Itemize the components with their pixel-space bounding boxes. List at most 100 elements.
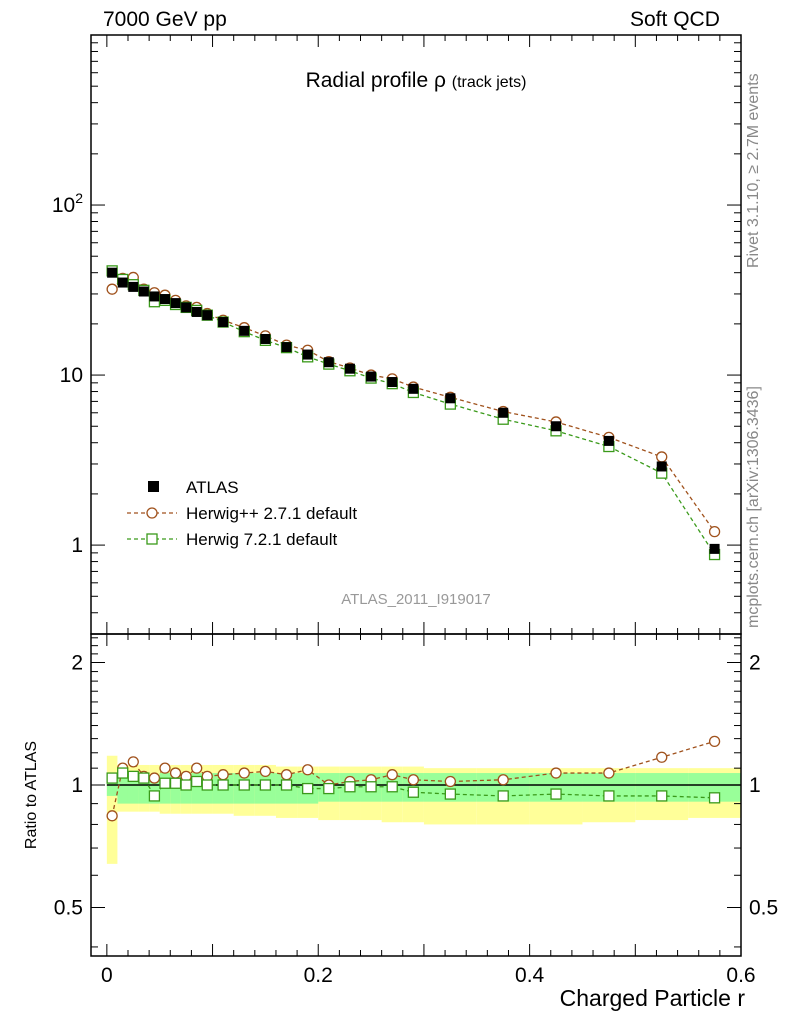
ratio-herwigpp-point [497,774,509,786]
ratio-herwig7-point [656,790,668,802]
ratio-herwig7-point [550,788,562,800]
main-data-point [323,357,334,368]
category-label: Soft QCD [630,8,720,31]
chart-title: Radial profile ρ (track jets) [306,69,527,92]
ratio-herwig7-point [302,782,314,795]
ratio-herwig7-point [407,786,420,798]
main-data-point [603,435,614,446]
ratio-herwigpp-point [656,751,668,763]
ratio-herwig7-point [497,790,509,802]
ratio-band-inner [149,774,161,804]
ratio-herwig7-point [138,772,150,784]
main-data-point [149,291,160,302]
main-data-point [656,461,667,472]
legend-label: Herwig 7.2.1 default [186,530,337,549]
ratio-herwigpp-point [238,767,250,779]
ratio-herwig7-point [344,781,356,793]
ratio-herwigpp-point [148,772,161,784]
ratio-herwig7-point [159,777,171,789]
ratio-herwigpp-point [127,756,139,768]
ratio-y-tick-label: 0.5 [54,896,83,919]
ratio-herwigpp-point [708,735,721,748]
main-data-point [191,306,202,317]
ratio-herwig7-point [148,790,161,802]
ratio-herwig7-point [280,779,293,791]
legend-herwig7-marker [146,533,158,545]
ratio-band-inner [127,774,140,804]
rivet-version-label: Rivet 3.1.10, ≥ 2.7M events [745,73,762,268]
ratio-herwigpp-point [302,764,314,776]
main-series-line [111,276,716,533]
ratio-herwig7-point [191,775,203,788]
ratio-band-outer [106,755,118,864]
main-data-point [709,543,720,554]
ratio-herwig7-point [169,777,182,789]
main-data-point [239,325,250,336]
ratio-band-inner [117,774,129,804]
ratio-herwigpp-point [386,769,398,781]
y-tick-label: 1 [71,534,83,557]
main-herwigpp-point [708,525,721,538]
main-data-point [344,363,355,374]
ratio-herwigpp-point [169,767,182,779]
main-data-point [202,310,213,321]
ratio-herwig7-point [217,779,229,791]
ratio-y-tick-label: 1 [71,774,83,797]
ratio-herwig7-point [127,770,139,783]
ratio-herwig7-point [365,781,377,793]
ratio-herwig7-point [444,788,456,800]
ratio-herwigpp-point [106,810,118,822]
ratio-y-tick-label: 2 [71,652,83,675]
ratio-herwig7-point [117,767,129,779]
main-data-point [128,281,139,292]
ratio-y-tick-label-right: 1 [749,774,761,797]
ratio-band-inner [138,774,150,804]
main-data-point [408,383,419,394]
source-label: mcplots.cern.ch [arXiv:1306.3436] [745,386,762,628]
ratio-plot-frame [90,633,742,957]
main-data-point [218,317,229,328]
legend-label: ATLAS [186,478,239,497]
main-data-point [117,277,128,288]
ratio-y-tick-label-right: 2 [749,652,761,675]
ratio-herwigpp-point [444,775,456,788]
main-data-point [138,286,149,297]
ratio-herwig7-point [323,782,335,795]
ratio-herwigpp-point [280,769,293,781]
main-data-point [302,349,313,360]
y-tick-label: 102 [52,190,83,217]
main-data-point [170,298,181,309]
x-axis-label: Charged Particle r [560,985,746,1011]
main-series-line [111,270,716,555]
x-tick-label: 0 [101,964,113,987]
main-data-point [260,333,271,344]
main-herwigpp-point [106,283,118,295]
x-tick-label: 0.6 [726,964,755,987]
y-tick-label: 10 [60,364,83,387]
ratio-herwigpp-point [259,765,272,778]
ratio-herwigpp-point [550,767,562,779]
ratio-herwigpp-point [217,769,229,781]
legend-label: Herwig++ 2.7.1 default [186,504,357,523]
main-data-point [159,294,170,305]
energy-label: 7000 GeV pp [103,8,227,31]
ratio-herwigpp-point [191,762,203,774]
ratio-y-axis-label: Ratio to ATLAS [23,741,40,849]
main-data-point [498,407,509,418]
main-data-point [107,267,118,278]
ratio-herwig7-point [603,790,615,802]
ratio-herwig7-point [180,779,192,791]
ratio-herwigpp-point [159,762,171,774]
ratio-herwig7-point [259,779,272,791]
legend-atlas-marker [148,481,159,492]
ratio-y-tick-label-right: 0.5 [749,896,778,919]
x-tick-label: 0.2 [304,964,333,987]
main-data-point [281,342,292,353]
main-data-point [387,377,398,388]
ratio-herwigpp-point [603,767,615,779]
main-data-point [366,371,377,382]
ratio-herwig7-point [201,779,213,791]
legend-herwigpp-marker [146,507,158,519]
analysis-watermark: ATLAS_2011_I919017 [341,591,491,608]
